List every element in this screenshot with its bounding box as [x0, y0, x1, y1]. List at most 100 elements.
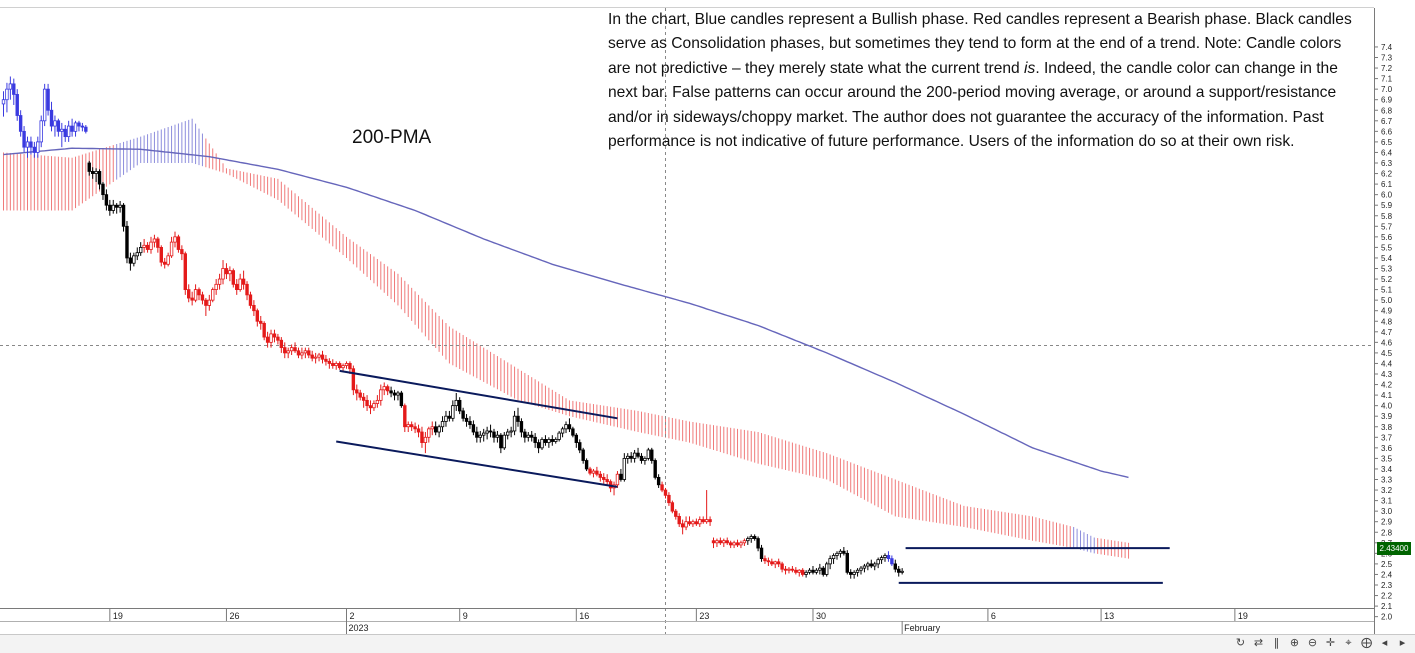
price-tick-label: 4.7	[1381, 328, 1393, 337]
candle-body	[746, 538, 750, 542]
candle-body	[499, 434, 503, 449]
candle	[886, 551, 891, 562]
candle	[711, 537, 716, 549]
price-tick-label: 5.7	[1381, 222, 1393, 231]
candle-body	[211, 289, 215, 301]
price-tick-label: 5.0	[1381, 296, 1393, 305]
add-icon[interactable]: ⨁	[1361, 636, 1372, 649]
candle-body	[32, 146, 37, 153]
candle-body	[289, 347, 294, 352]
candle	[722, 538, 726, 548]
price-tick-label: 6.8	[1381, 106, 1393, 115]
candle	[725, 537, 729, 545]
price-tick-label: 2.8	[1381, 528, 1393, 537]
candle-body	[156, 238, 160, 248]
candle-body	[108, 204, 112, 211]
candle-body	[650, 449, 654, 461]
candle	[694, 518, 699, 526]
trendline[interactable]	[339, 369, 618, 420]
candle	[173, 231, 177, 248]
zoom-in-icon[interactable]: ⊕	[1289, 636, 1300, 649]
candle	[828, 555, 832, 570]
candle-body	[344, 363, 349, 366]
candle	[94, 168, 98, 182]
candle-body	[49, 109, 54, 127]
scroll-right-icon[interactable]: ▸	[1399, 636, 1406, 649]
candle	[385, 384, 390, 396]
candle-body	[780, 563, 784, 570]
candle	[118, 200, 122, 213]
candle	[804, 570, 808, 578]
price-tick-label: 5.4	[1381, 254, 1393, 263]
candle-body	[406, 424, 410, 428]
candle-body	[704, 519, 709, 523]
pause-icon[interactable]: ‖	[1273, 636, 1280, 649]
price-tick-label: 5.6	[1381, 233, 1393, 242]
candle	[814, 568, 819, 575]
candle-body	[15, 94, 19, 116]
candle-body	[159, 246, 163, 263]
time-axis[interactable]: 19 26 2 9 16 23 30 6 13 19 2023 February	[109, 608, 1248, 634]
crosshair-icon[interactable]: ⌖	[1345, 636, 1352, 649]
candle-body	[104, 194, 109, 206]
candle-body	[728, 542, 733, 546]
refresh-icon[interactable]: ↻	[1235, 636, 1246, 649]
candle	[650, 447, 654, 464]
candle-body	[163, 261, 167, 265]
candle	[526, 432, 530, 442]
candle	[241, 270, 246, 290]
price-axis[interactable]: 2.02.12.22.32.42.52.62.72.82.93.03.13.23…	[1374, 43, 1393, 622]
candle-body	[591, 470, 596, 474]
candle	[276, 333, 280, 345]
candle-body	[118, 204, 122, 208]
candle-body	[60, 128, 64, 132]
candle-body	[502, 434, 506, 449]
candle	[87, 160, 91, 176]
zoom-out-icon[interactable]: ⊖	[1307, 636, 1318, 649]
candle	[248, 291, 253, 309]
candle	[454, 392, 458, 411]
price-tick-label: 6.4	[1381, 148, 1393, 157]
trendline[interactable]	[336, 440, 618, 488]
candle-body	[701, 519, 705, 523]
candle	[416, 424, 421, 438]
candle-body	[698, 519, 702, 525]
candle	[735, 539, 740, 548]
candle	[519, 418, 524, 438]
scroll-left-icon[interactable]: ◂	[1381, 636, 1388, 649]
candle	[193, 284, 198, 303]
candle	[355, 384, 359, 401]
candle	[845, 550, 849, 575]
candle-body	[725, 540, 729, 544]
candle-body	[355, 389, 359, 394]
sync-icon[interactable]: ⇄	[1253, 636, 1264, 649]
trendlines[interactable]	[336, 369, 1170, 584]
candle-body	[554, 439, 558, 442]
candle	[245, 281, 249, 301]
candle	[540, 437, 544, 450]
candle	[238, 273, 242, 292]
candle	[584, 458, 589, 472]
candle-body	[262, 322, 266, 338]
candle	[883, 553, 887, 562]
candle	[571, 426, 575, 438]
disclaimer-text-part1: In the chart, Blue candles represent a B…	[608, 11, 1352, 77]
candle-body	[615, 473, 620, 486]
candle	[111, 199, 115, 214]
candle	[516, 407, 520, 427]
candle	[495, 430, 500, 443]
candle	[506, 428, 510, 440]
candle-body	[224, 268, 229, 275]
price-tick-label: 7.2	[1381, 64, 1393, 73]
candle	[783, 566, 788, 575]
candle-body	[667, 494, 671, 504]
candle	[310, 350, 314, 362]
candle	[180, 245, 184, 261]
candle-body	[543, 439, 548, 443]
candle	[461, 407, 465, 422]
candle	[629, 452, 633, 463]
move-icon[interactable]: ✛	[1325, 636, 1336, 649]
candle-body	[763, 558, 767, 562]
candle	[190, 291, 194, 306]
